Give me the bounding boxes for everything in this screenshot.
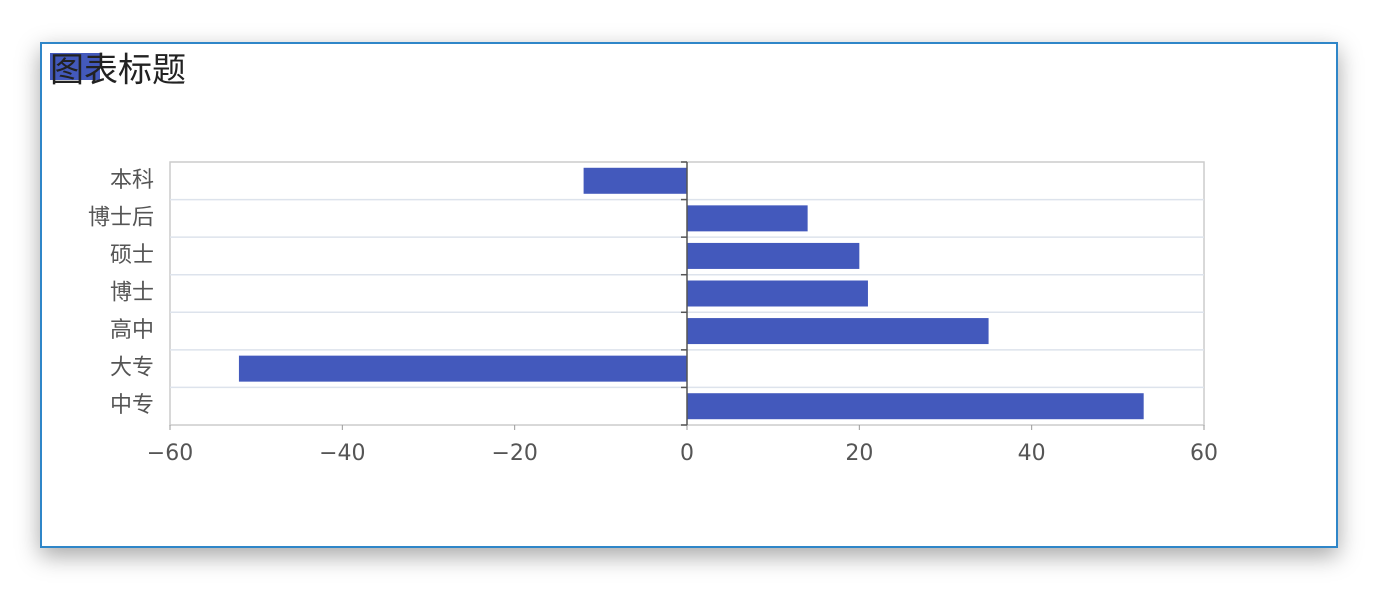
x-tick-label: 20 bbox=[845, 441, 873, 466]
y-tick-label: 博士 bbox=[110, 281, 154, 306]
bar bbox=[687, 318, 989, 345]
bar bbox=[687, 242, 860, 269]
bar bbox=[583, 167, 687, 194]
x-tick-label: 40 bbox=[1018, 441, 1046, 466]
legend-swatch bbox=[50, 53, 100, 80]
bar bbox=[687, 393, 1144, 420]
y-tick-label: 本科 bbox=[110, 168, 154, 193]
bar bbox=[238, 355, 687, 382]
y-tick-label: 中专 bbox=[110, 393, 154, 418]
x-tick-label: 0 bbox=[680, 441, 694, 466]
x-tick-label: 60 bbox=[1190, 441, 1218, 466]
y-tick-label: 高中 bbox=[110, 318, 154, 343]
x-tick-label: −60 bbox=[147, 441, 193, 466]
bar bbox=[687, 280, 868, 307]
chart-title: 图表标题 bbox=[50, 51, 186, 91]
y-tick-label: 大专 bbox=[110, 356, 154, 381]
y-tick-label: 硕士 bbox=[110, 243, 154, 268]
y-tick-label: 博士后 bbox=[88, 205, 154, 230]
x-tick-label: −40 bbox=[319, 441, 365, 466]
bar bbox=[687, 205, 808, 232]
x-tick-label: −20 bbox=[491, 441, 537, 466]
